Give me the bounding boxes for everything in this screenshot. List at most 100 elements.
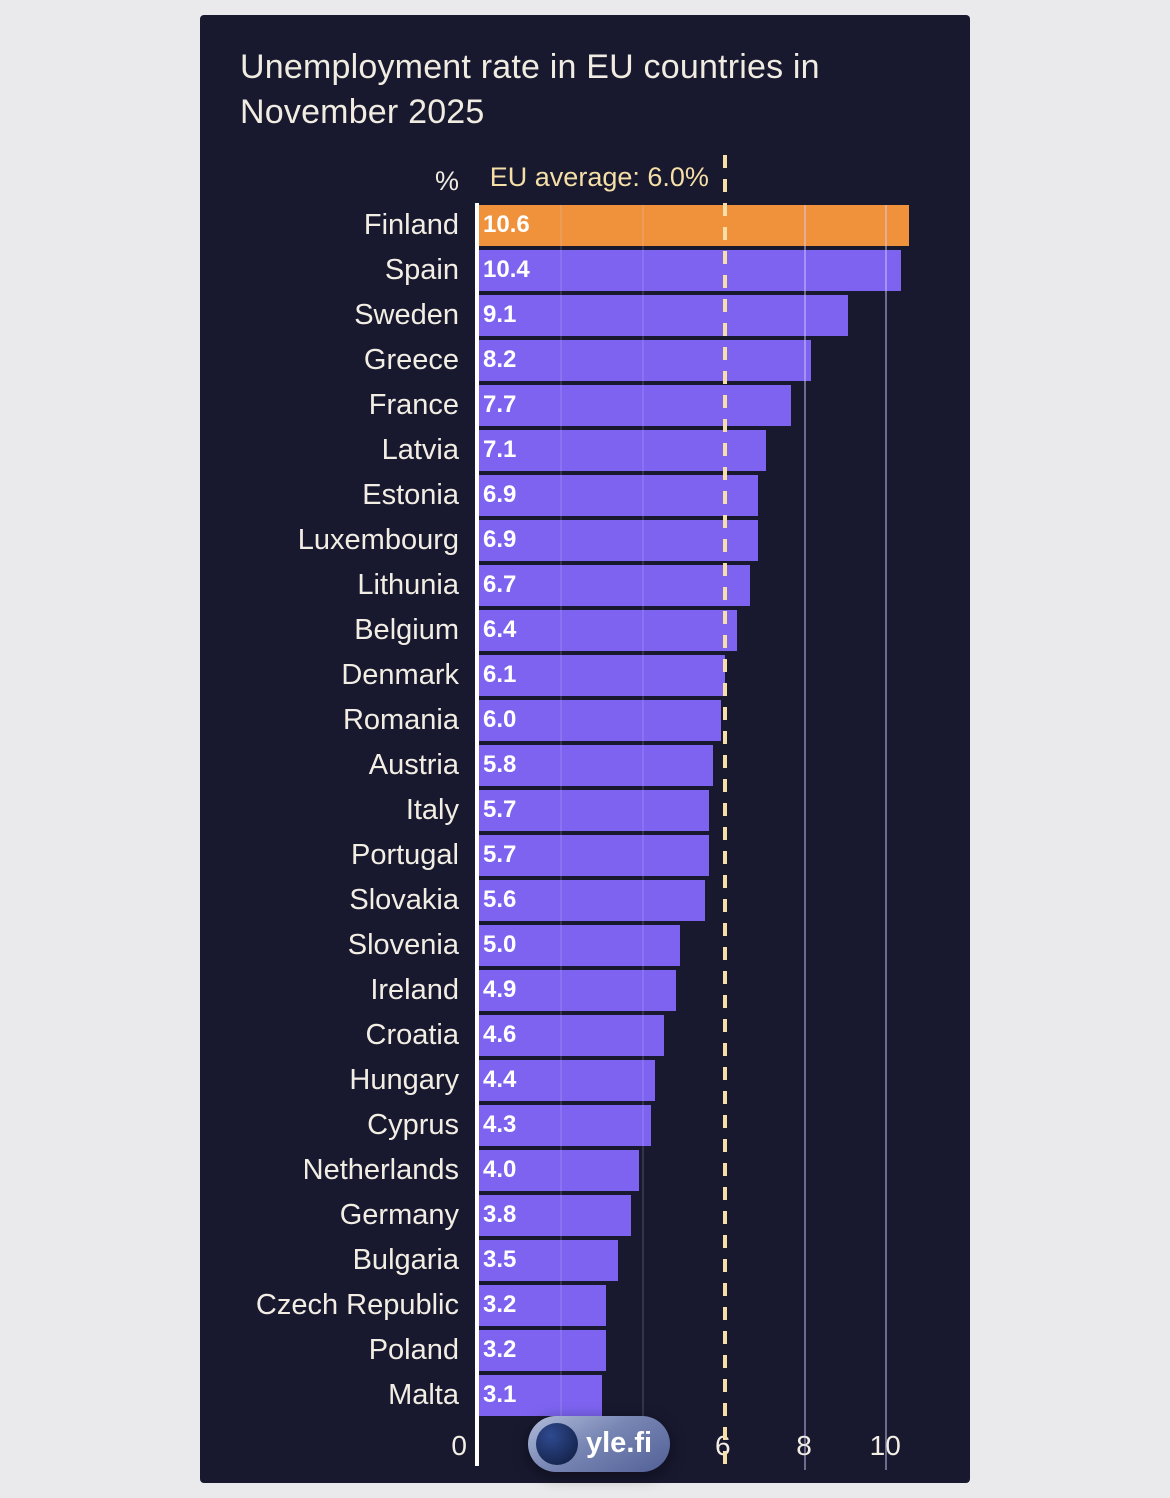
bar-value-label: 6.4 [483, 616, 517, 644]
bar-track: 10.4 [475, 248, 934, 293]
bar-value-label: 5.6 [483, 886, 517, 914]
chart-row: Latvia 7.1 [240, 428, 934, 473]
bar-track: 6.0 [475, 698, 934, 743]
chart-row: Portugal 5.7 [240, 833, 934, 878]
bar-value-label: 10.6 [483, 211, 530, 239]
bar-value-label: 3.8 [483, 1201, 517, 1229]
y-axis-line [475, 202, 479, 1466]
country-label: Romania [342, 703, 459, 736]
country-label: Belgium [354, 613, 459, 646]
bar-value-label: 5.7 [483, 841, 517, 869]
bar-value-label: 6.1 [483, 661, 517, 689]
chart-card: Unemployment rate in EU countries in Nov… [200, 15, 970, 1483]
chart-row: Slovenia 5.0 [240, 923, 934, 968]
bar-value-label: 6.9 [483, 526, 517, 554]
chart-row: Finland 10.6 [240, 203, 934, 248]
bar-value-label: 8.2 [483, 346, 517, 374]
x-tick-label: 10 [869, 1429, 901, 1461]
chart-row: Croatia 4.6 [240, 1013, 934, 1058]
bar: 3.2 [475, 1284, 607, 1326]
bar-track: 6.1 [475, 653, 934, 698]
country-label: Ireland [370, 973, 459, 1006]
chart-row: Lithunia 6.7 [240, 563, 934, 608]
yle-logo-text: yle.fi [586, 1427, 653, 1460]
bar: 6.9 [475, 474, 758, 516]
bar-track: 8.2 [475, 338, 934, 383]
chart-row: Hungary 4.4 [240, 1058, 934, 1103]
x-tick-label: 6 [714, 1429, 731, 1461]
country-label: Poland [368, 1333, 459, 1366]
bar: 3.2 [475, 1329, 607, 1371]
country-label: Finland [363, 208, 459, 241]
country-label: Estonia [362, 478, 459, 511]
chart-row: Czech Republic 3.2 [240, 1283, 934, 1328]
chart-row: Denmark 6.1 [240, 653, 934, 698]
bar: 6.0 [475, 699, 721, 741]
bar-track: 7.1 [475, 428, 934, 473]
bar-track: 3.8 [475, 1193, 934, 1238]
bar: 5.6 [475, 879, 705, 921]
bar-value-label: 3.5 [483, 1246, 517, 1274]
yle-logo-icon [536, 1422, 578, 1465]
bar-value-label: 4.0 [483, 1156, 517, 1184]
country-label: Germany [339, 1198, 459, 1231]
chart-row: Malta 3.1 [240, 1373, 934, 1418]
country-label: Netherlands [302, 1153, 459, 1186]
yle-logo: yle.fi [528, 1415, 671, 1472]
country-label: Greece [363, 343, 459, 376]
bar-track: 4.9 [475, 968, 934, 1013]
bar: 4.3 [475, 1104, 652, 1146]
bar-track: 6.7 [475, 563, 934, 608]
bar: 4.0 [475, 1149, 639, 1191]
country-label: France [368, 388, 459, 421]
bars-header: EU average: 6.0% [475, 151, 934, 197]
bar-track: 5.7 [475, 833, 934, 878]
bar: 4.6 [475, 1014, 664, 1056]
country-label: Lithunia [357, 568, 459, 601]
bar-value-label: 7.1 [483, 436, 517, 464]
bar-rows: Finland 10.6 Spain 10.4 Sweden 9.1 Greece 8.2 Fr… [240, 203, 934, 1418]
bar-track: 10.6 [475, 203, 934, 248]
bar-track: 5.8 [475, 743, 934, 788]
bar: 10.4 [475, 249, 902, 291]
bar-value-label: 5.0 [483, 931, 517, 959]
bar-track: 3.2 [475, 1328, 934, 1373]
country-label: Luxembourg [297, 523, 459, 556]
bar-value-label: 6.0 [483, 706, 517, 734]
bar: 6.1 [475, 654, 725, 696]
bar: 3.8 [475, 1194, 631, 1236]
bar-track: 6.9 [475, 518, 934, 563]
country-label: Latvia [381, 433, 459, 466]
bar: 7.7 [475, 384, 791, 426]
country-label: Croatia [365, 1018, 460, 1051]
bar-value-label: 10.4 [483, 256, 530, 284]
bar: 6.7 [475, 564, 750, 606]
bar: 5.8 [475, 744, 713, 786]
bar-value-label: 3.1 [483, 1381, 517, 1409]
bar-value-label: 6.9 [483, 481, 517, 509]
bar: 3.1 [475, 1374, 603, 1416]
chart-row: Netherlands 4.0 [240, 1148, 934, 1193]
bar: 6.9 [475, 519, 758, 561]
bar-track: 3.1 [475, 1373, 934, 1418]
bar-track: 9.1 [475, 293, 934, 338]
bar-value-label: 4.4 [483, 1066, 517, 1094]
bar-track: 7.7 [475, 383, 934, 428]
bar-track: 5.0 [475, 923, 934, 968]
percent-axis-label: % [434, 165, 459, 196]
bar: 9.1 [475, 294, 848, 336]
chart-title: Unemployment rate in EU countries in Nov… [240, 48, 820, 131]
chart-body: % EU average: 6.0% Finland 10.6 Spain 10.4 S… [240, 151, 934, 1472]
bar: 5.0 [475, 924, 680, 966]
chart-row: Slovakia 5.6 [240, 878, 934, 923]
x-tick-label: 0 [451, 1429, 467, 1461]
x-tick-label: 8 [796, 1429, 812, 1461]
bar-value-label: 4.3 [483, 1111, 517, 1139]
chart-row: Romania 6.0 [240, 698, 934, 743]
bar: 4.9 [475, 969, 676, 1011]
chart-row: Ireland 4.9 [240, 968, 934, 1013]
country-label: Spain [384, 253, 459, 286]
bar-track: 5.6 [475, 878, 934, 923]
bar-track: 4.3 [475, 1103, 934, 1148]
chart-row: Poland 3.2 [240, 1328, 934, 1373]
